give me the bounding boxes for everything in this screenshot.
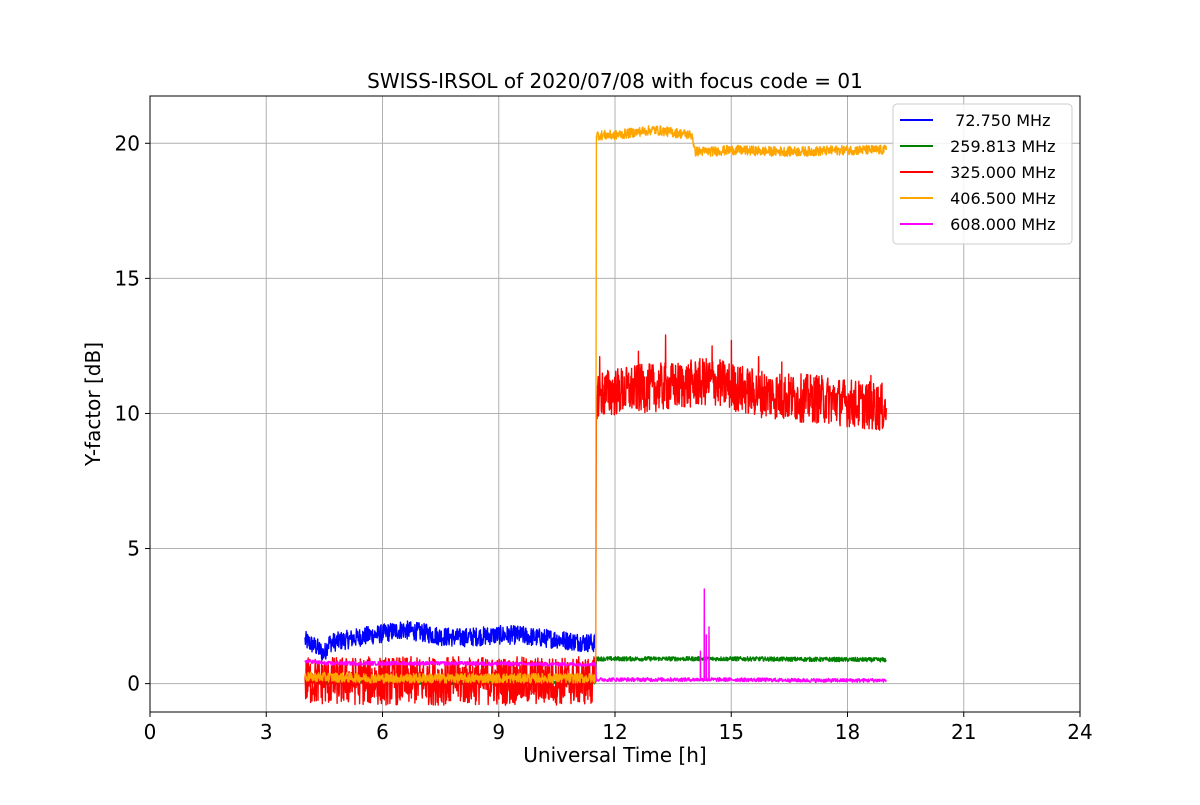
- legend-label: 406.500 MHz: [945, 189, 1056, 208]
- legend-box: [892, 103, 1073, 245]
- x-axis-label: Universal Time [h]: [523, 743, 706, 767]
- x-tick-label: 15: [719, 720, 744, 744]
- x-tick-label: 24: [1067, 720, 1092, 744]
- x-tick-label: 6: [376, 720, 389, 744]
- x-tick-label: 12: [602, 720, 627, 744]
- y-tick-label: 20: [115, 131, 140, 155]
- legend: 72.750 MHz 259.813 MHz 325.000 MHz 406.5…: [892, 103, 1073, 245]
- x-tick-label: 18: [835, 720, 860, 744]
- x-tick-label: 3: [260, 720, 273, 744]
- y-tick-label: 15: [115, 266, 140, 290]
- y-tick-label: 5: [127, 537, 140, 561]
- y-axis-label: Y-factor [dB]: [81, 342, 105, 467]
- x-tick-label: 21: [951, 720, 976, 744]
- y-axis: 0 5 10 15 20: [115, 131, 150, 696]
- y-tick-label: 10: [115, 401, 140, 425]
- legend-label: 259.813 MHz: [945, 137, 1056, 156]
- x-axis: 0 3 6 9 12 15 18 21 24: [144, 712, 1093, 744]
- chart-title: SWISS-IRSOL of 2020/07/08 with focus cod…: [367, 69, 863, 93]
- series-line-4: [304, 588, 887, 683]
- legend-label: 608.000 MHz: [945, 215, 1056, 234]
- y-tick-label: 0: [127, 672, 140, 696]
- legend-label: 325.000 MHz: [945, 163, 1056, 182]
- legend-label: 72.750 MHz: [945, 111, 1050, 130]
- x-tick-label: 9: [492, 720, 505, 744]
- series-layer: [304, 125, 887, 706]
- series-line-3: [304, 125, 887, 684]
- x-tick-label: 0: [144, 720, 157, 744]
- series-line-0: [304, 620, 597, 661]
